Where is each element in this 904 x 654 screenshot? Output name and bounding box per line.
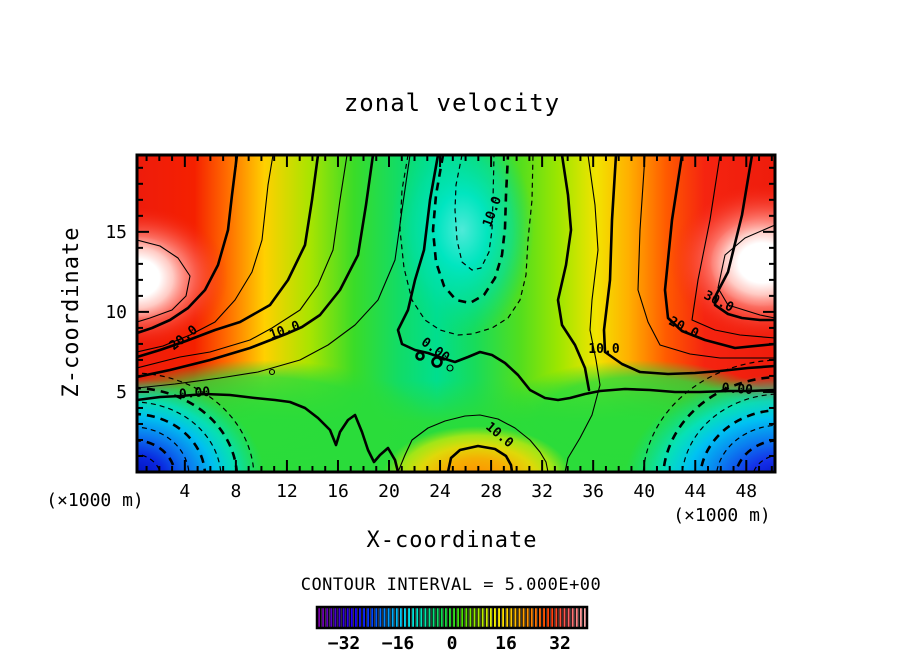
colorbar-tick-label: 0	[447, 633, 458, 654]
x-tick-label: 32	[531, 481, 553, 502]
x-tick-label: 16	[327, 481, 349, 502]
y-tick-label: 15	[105, 222, 127, 243]
x-tick-label: 20	[378, 481, 400, 502]
colorbar-tick-label: 16	[495, 633, 517, 654]
x-tick-label: 4	[179, 481, 190, 502]
x-unit-right: (×1000 m)	[673, 505, 771, 526]
x-tick-label: 44	[684, 481, 706, 502]
blue-min-bottom-right	[624, 375, 775, 472]
contour-label: 10.0	[588, 342, 619, 357]
x-tick-labels: 4 8 12 16 20 24 28 32 36 40 44 48	[179, 481, 757, 502]
colorbar-tick-label: −16	[382, 633, 415, 654]
x-tick-label: 28	[480, 481, 502, 502]
x-axis-title: X-coordinate	[367, 528, 538, 553]
contour-interval-text: CONTOUR INTERVAL = 5.000E+00	[301, 575, 602, 595]
blue-min-bottom-left	[137, 378, 265, 472]
y-tick-labels: 5 10 15	[105, 222, 127, 403]
contour-lines	[137, 155, 775, 472]
x-tick-label: 24	[429, 481, 451, 502]
trough-top-middle	[390, 155, 534, 335]
y-tick-label: 5	[116, 382, 127, 403]
x-unit-left: (×1000 m)	[46, 490, 144, 511]
plot-frame	[135, 153, 777, 474]
contour-label: 0.00	[178, 385, 211, 403]
colorbar-labels: −32 −16 0 16 32	[328, 633, 571, 654]
y-axis-title: Z-coordinate	[59, 227, 84, 398]
white-core-right	[710, 219, 775, 307]
x-tick-label: 8	[230, 481, 241, 502]
colorbar	[317, 606, 587, 629]
x-tick-label: 48	[735, 481, 757, 502]
x-tick-label: 36	[582, 481, 604, 502]
figure-title: zonal velocity	[344, 89, 560, 117]
contour-label: 0.00	[721, 381, 753, 398]
orange-max-bottom	[382, 426, 572, 472]
white-core-left	[137, 236, 187, 320]
x-tick-label: 12	[276, 481, 298, 502]
y-tick-label: 10	[105, 302, 127, 323]
colorbar-tick-label: −32	[328, 633, 361, 654]
colorbar-border	[315, 605, 589, 630]
x-tick-label: 40	[633, 481, 655, 502]
colorbar-tick-label: 32	[549, 633, 571, 654]
